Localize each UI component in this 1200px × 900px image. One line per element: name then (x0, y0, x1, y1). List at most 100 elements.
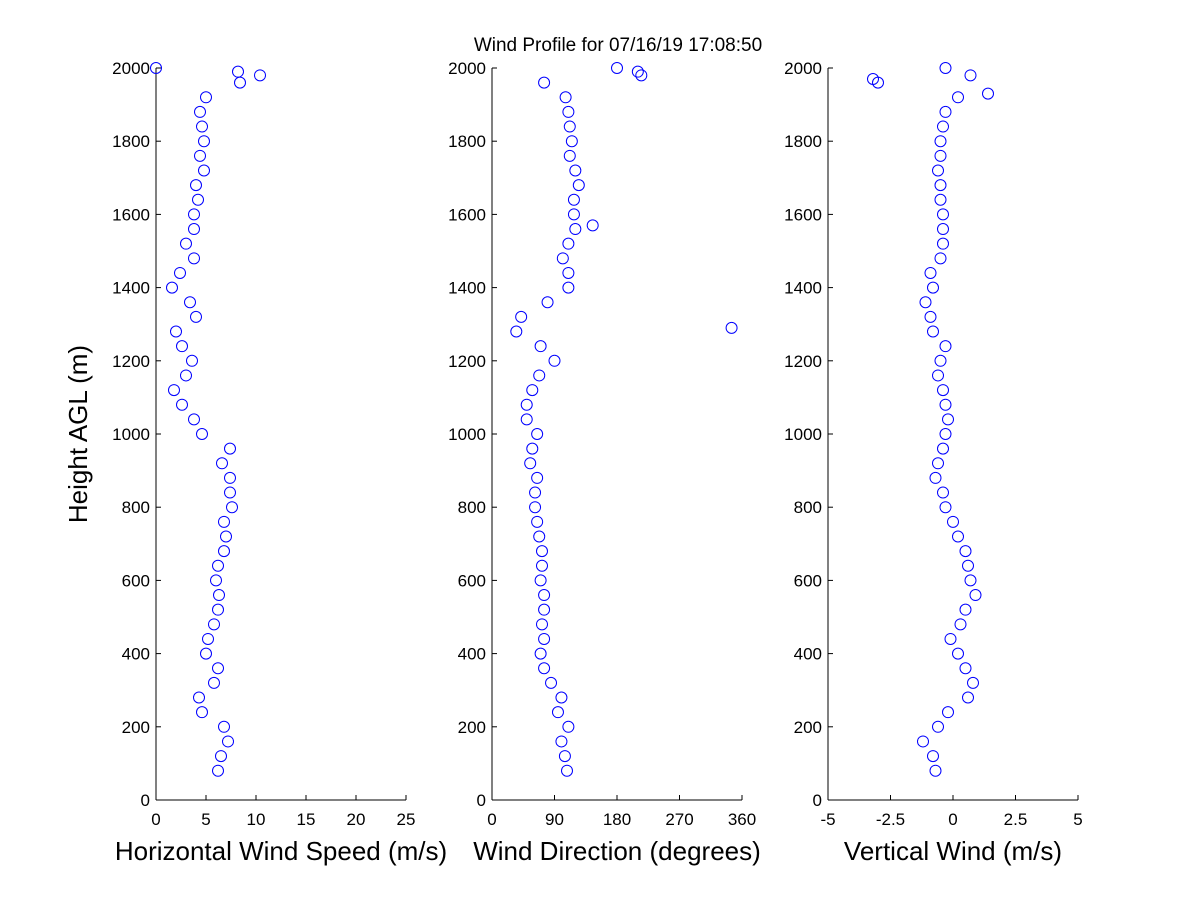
point (210, 574, 222, 587)
point (529, 501, 542, 514)
point (174, 266, 186, 279)
point (212, 764, 224, 777)
point (934, 252, 947, 265)
y-tick-label: 1000 (448, 425, 486, 444)
x-tick-label: 0 (151, 810, 160, 829)
point (562, 105, 575, 118)
point (536, 559, 548, 572)
y-tick-label: 2000 (784, 59, 822, 78)
y-tick-label: 1800 (448, 132, 486, 151)
y-tick-label: 200 (122, 718, 150, 737)
y-tick-label: 1200 (112, 352, 150, 371)
y-tick-label: 1400 (784, 279, 822, 298)
x-axis-label: Vertical Wind (m/s) (844, 836, 1062, 866)
point (541, 296, 554, 309)
y-tick-label: 600 (458, 571, 486, 590)
y-tick-label: 1800 (112, 132, 150, 151)
x-tick-label: 20 (347, 810, 366, 829)
point (932, 164, 944, 177)
point (224, 442, 236, 455)
point (954, 618, 967, 631)
point (193, 691, 205, 704)
point (569, 164, 582, 177)
point (533, 530, 546, 543)
point (220, 530, 232, 543)
point (176, 398, 188, 411)
y-tick-label: 1600 (448, 205, 486, 224)
point (939, 62, 952, 74)
point (170, 325, 182, 338)
point (520, 398, 533, 411)
point (982, 87, 994, 100)
point (531, 428, 544, 440)
point (224, 471, 236, 484)
x-axis-label: Wind Direction (degrees) (473, 836, 761, 866)
y-tick-label: 400 (794, 645, 822, 664)
y-tick-label: 400 (122, 645, 150, 664)
point (188, 252, 200, 265)
point (192, 193, 204, 206)
point (924, 310, 937, 323)
point (538, 589, 551, 602)
y-tick-label: 1400 (112, 279, 150, 298)
point (569, 223, 582, 236)
y-tick-label: 800 (458, 498, 486, 517)
y-tick-label: 200 (794, 718, 822, 737)
x-tick-label: 180 (603, 810, 631, 829)
point (531, 471, 544, 484)
y-tick-label: 1600 (112, 205, 150, 224)
point (927, 281, 939, 294)
point (563, 120, 576, 133)
point (526, 384, 539, 397)
point (611, 62, 623, 74)
point (551, 706, 564, 719)
point (932, 457, 944, 470)
point (548, 354, 561, 367)
point (168, 384, 180, 397)
point (526, 442, 539, 455)
point (208, 618, 220, 631)
y-tick-label: 0 (477, 791, 486, 810)
point (937, 486, 949, 499)
point (218, 515, 230, 528)
point (224, 486, 236, 499)
y-tick-label: 600 (122, 571, 150, 590)
point (932, 720, 944, 733)
y-tick-label: 200 (458, 718, 486, 737)
point (939, 428, 952, 440)
point (939, 105, 952, 118)
point (725, 321, 738, 334)
y-tick-label: 0 (813, 791, 822, 810)
point (150, 62, 162, 74)
point (944, 632, 957, 645)
point (213, 589, 225, 602)
point (561, 764, 573, 777)
point (208, 676, 220, 689)
point (586, 219, 599, 232)
point (534, 647, 547, 660)
point (196, 428, 208, 440)
x-tick-label: 25 (397, 810, 416, 829)
point (939, 340, 952, 353)
point (538, 662, 551, 675)
point (562, 281, 575, 294)
point (226, 501, 238, 514)
point (196, 120, 208, 133)
point (198, 135, 210, 148)
x-tick-label: 5 (1073, 810, 1082, 829)
point (572, 179, 585, 192)
figure-title: Wind Profile for 07/16/19 17:08:50 (474, 35, 762, 56)
point (934, 354, 947, 367)
x-tick-label: 360 (728, 810, 756, 829)
point (558, 750, 571, 763)
point (534, 340, 547, 353)
point (524, 457, 537, 470)
point (194, 105, 206, 118)
y-tick-label: 800 (794, 498, 822, 517)
point (194, 149, 206, 162)
point (959, 603, 972, 616)
point (927, 750, 939, 763)
x-tick-label: 10 (247, 810, 266, 829)
point (964, 574, 977, 587)
